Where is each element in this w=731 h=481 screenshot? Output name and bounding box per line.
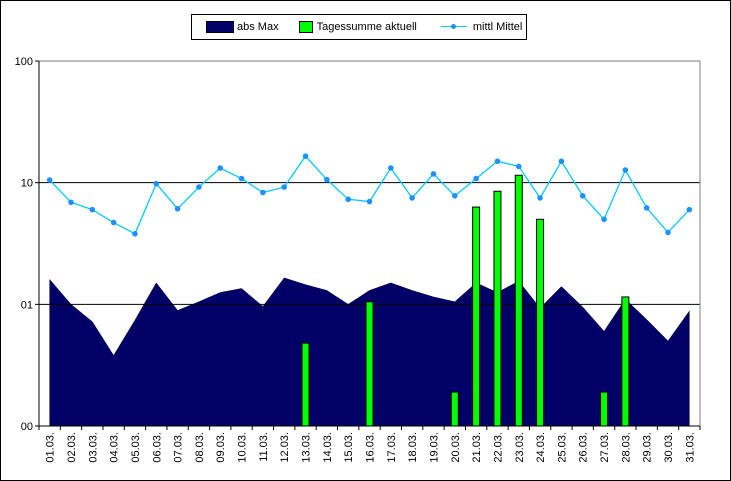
bar-tagessumme <box>493 190 502 427</box>
x-tick-label: 01.03. <box>45 432 57 463</box>
point-mittl-mittel <box>601 216 607 223</box>
point-mittl-mittel <box>366 198 373 205</box>
point-mittl-mittel <box>451 192 458 199</box>
x-tick-label: 02.03. <box>66 432 78 463</box>
point-mittl-mittel <box>260 189 266 196</box>
point-mittl-mittel <box>281 184 288 190</box>
x-tick-label: 11.03. <box>258 432 270 462</box>
point-mittl-mittel <box>46 177 53 183</box>
point-mittl-mittel <box>110 219 117 226</box>
legend-item-tagessumme: Tagessumme aktuell <box>298 21 417 33</box>
x-tick-label: 18.03. <box>407 432 419 463</box>
point-mittl-mittel <box>238 175 245 182</box>
legend-label-abs-max: abs Max <box>237 21 279 33</box>
point-mittl-mittel <box>324 176 330 183</box>
point-mittl-mittel <box>643 205 650 211</box>
point-mittl-mittel <box>558 158 565 165</box>
y-tick-label: 100 <box>15 56 33 68</box>
point-mittl-mittel <box>409 195 415 201</box>
legend-item-abs-max: abs Max <box>206 21 279 33</box>
bar-tagessumme <box>600 391 609 427</box>
x-tick-label: 21.03. <box>471 432 483 463</box>
y-tick-label: 10 <box>21 178 33 190</box>
point-mittl-mittel <box>153 180 160 187</box>
legend-item-mittl-mittel: mittl Mittel <box>440 21 523 33</box>
x-tick-label: 30.03. <box>663 432 675 463</box>
x-tick-label: 13.03. <box>301 432 313 463</box>
bar-tagessumme <box>450 391 459 427</box>
x-tick-label: 15.03. <box>343 432 355 463</box>
point-mittl-mittel <box>579 192 586 199</box>
x-tick-label: 09.03. <box>215 432 227 463</box>
x-tick-label: 08.03. <box>194 432 206 463</box>
bar-tagessumme <box>514 174 523 427</box>
legend: abs Max Tagessumme aktuell mittl Mittel <box>191 14 527 40</box>
x-tick-label: 22.03. <box>492 432 504 463</box>
x-tick-label: 04.03. <box>109 432 121 463</box>
x-tick-label: 31.03. <box>684 432 696 463</box>
point-mittl-mittel <box>515 163 522 170</box>
point-mittl-mittel <box>622 167 629 173</box>
point-mittl-mittel <box>430 171 437 177</box>
bar-tagessumme <box>621 296 630 427</box>
x-tick-label: 25.03. <box>556 432 568 463</box>
y-tick-label: 01 <box>21 299 33 311</box>
x-tick-label: 24.03. <box>535 432 547 463</box>
bar-tagessumme <box>536 218 545 427</box>
point-mittl-mittel <box>494 158 501 165</box>
x-tick-label: 05.03. <box>130 432 142 463</box>
legend-swatch-line-icon <box>440 22 467 32</box>
bar-tagessumme <box>472 206 481 427</box>
point-mittl-mittel <box>665 229 671 236</box>
point-mittl-mittel <box>388 165 394 171</box>
legend-swatch-bar-icon <box>298 21 313 33</box>
x-tick-label: 07.03. <box>173 432 185 463</box>
point-mittl-mittel <box>302 153 309 160</box>
x-tick-label: 27.03. <box>599 432 611 463</box>
x-tick-label: 20.03. <box>450 432 462 463</box>
point-mittl-mittel <box>174 205 181 212</box>
point-mittl-mittel <box>89 206 96 213</box>
bar-tagessumme <box>301 342 310 427</box>
legend-swatch-area-icon <box>206 21 234 33</box>
x-tick-label: 26.03. <box>578 432 590 463</box>
x-tick-label: 23.03. <box>514 432 526 463</box>
bar-tagessumme <box>365 301 374 427</box>
point-mittl-mittel <box>217 165 224 171</box>
point-mittl-mittel <box>473 175 479 182</box>
x-tick-label: 10.03. <box>237 432 249 463</box>
x-tick-label: 06.03. <box>151 432 163 463</box>
point-mittl-mittel <box>537 195 543 201</box>
y-tick-label: 00 <box>21 421 33 433</box>
x-tick-label: 28.03. <box>620 432 632 463</box>
point-mittl-mittel <box>345 196 351 203</box>
point-mittl-mittel <box>68 199 74 206</box>
point-mittl-mittel <box>686 206 693 213</box>
x-tick-label: 19.03. <box>428 432 440 463</box>
legend-label-tagessumme: Tagessumme aktuell <box>316 21 417 33</box>
x-tick-label: 12.03. <box>279 432 291 463</box>
point-mittl-mittel <box>196 184 202 190</box>
x-tick-label: 29.03. <box>642 432 654 463</box>
x-tick-label: 14.03. <box>322 432 334 463</box>
x-tick-label: 17.03. <box>386 432 398 463</box>
point-mittl-mittel <box>132 230 138 237</box>
x-tick-label: 03.03. <box>87 432 99 463</box>
x-tick-label: 16.03. <box>365 432 377 463</box>
legend-label-mittl-mittel: mittl Mittel <box>472 21 523 33</box>
